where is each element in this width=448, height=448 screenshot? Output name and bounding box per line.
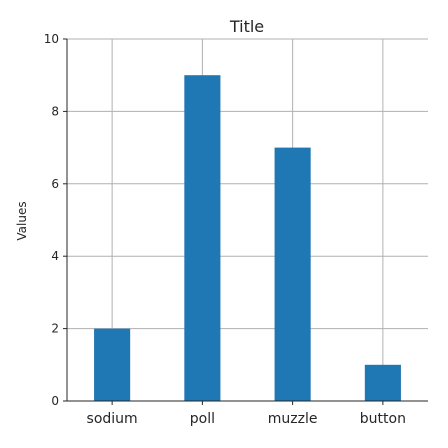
y-tick-label: 4 (51, 249, 59, 263)
y-tick-label: 2 (51, 322, 59, 336)
chart-title: Title (229, 17, 264, 36)
bar-sodium (94, 328, 131, 401)
y-tick-label: 8 (51, 104, 59, 118)
label-layer: 0 2 4 6 8 10 sodium poll muzzle button (44, 32, 406, 427)
y-axis-title: Values (15, 201, 29, 240)
y-tick-label: 6 (51, 177, 59, 191)
x-tick-label-muzzle: muzzle (268, 411, 318, 427)
bar-poll (184, 75, 221, 401)
bar-layer (94, 75, 401, 401)
x-tick-label-button: button (360, 411, 406, 427)
bar-button (364, 364, 401, 401)
y-tick-label: 10 (44, 32, 59, 46)
x-tick-label-sodium: sodium (87, 411, 138, 427)
bar-muzzle (274, 147, 311, 401)
y-tick-label: 0 (51, 394, 59, 408)
x-tick-label-poll: poll (190, 411, 215, 427)
axis-layer (63, 38, 428, 405)
